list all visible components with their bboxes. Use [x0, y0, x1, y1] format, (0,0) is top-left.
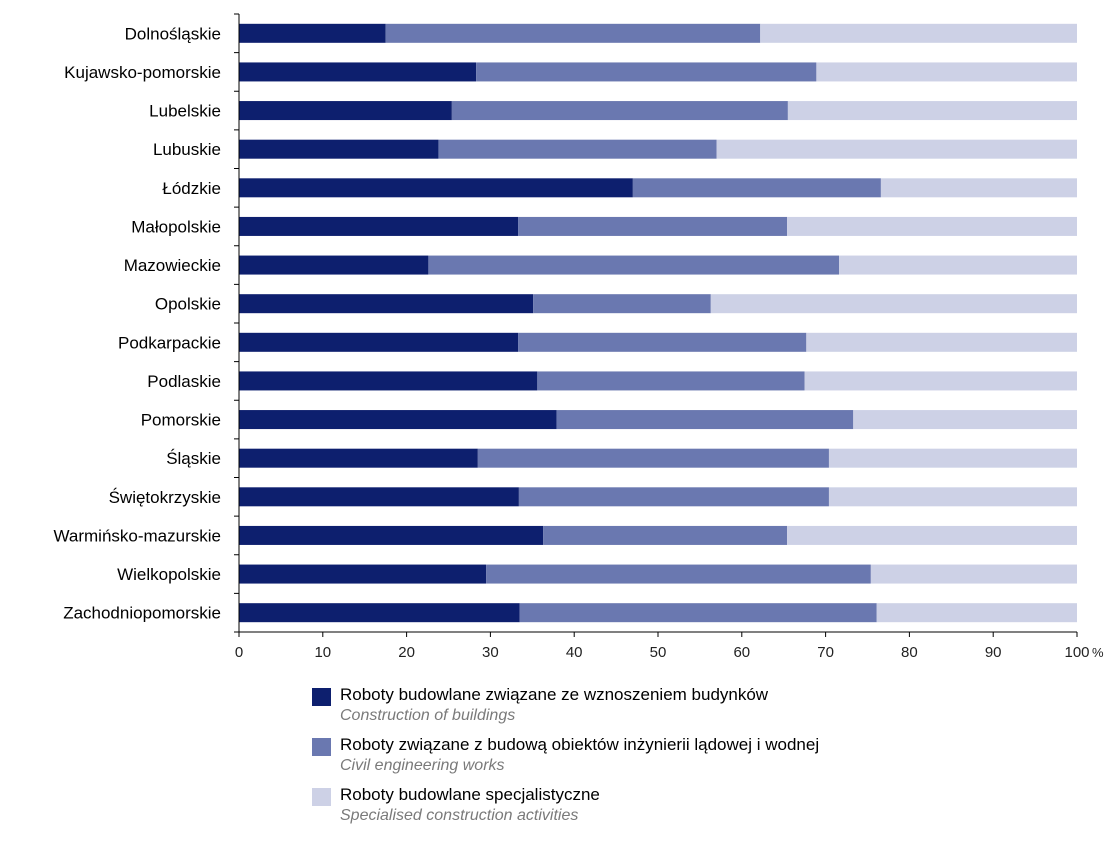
x-tick-label: 80: [901, 644, 918, 661]
bar-segment-series-1: [239, 140, 438, 159]
x-tick-label: 60: [733, 644, 750, 661]
bar-segment-series-1: [239, 603, 520, 622]
bar-segment-series-3: [788, 101, 1077, 120]
bar-segment-series-1: [239, 294, 533, 313]
bar-segment-series-1: [239, 526, 543, 545]
x-axis-unit-label: %: [1092, 645, 1104, 660]
x-tick-label: 70: [817, 644, 834, 661]
bar-segment-series-2: [533, 294, 711, 313]
bar-segment-series-3: [839, 256, 1077, 275]
bar-segment-series-1: [239, 256, 428, 275]
x-tick-label: 40: [566, 644, 583, 661]
bar-segment-series-2: [537, 371, 804, 390]
legend-swatch-medium-blue: [312, 738, 331, 756]
legend: Roboty budowlane związane ze wznoszeniem…: [312, 684, 1032, 834]
bar-segment-series-1: [239, 565, 486, 584]
bar-segment-series-3: [760, 24, 1077, 43]
legend-item-specialised-construction: Roboty budowlane specjalistyczne Special…: [312, 784, 1032, 834]
bar-segment-series-2: [476, 62, 816, 81]
bars-group: [239, 24, 1077, 622]
x-tick-label: 50: [650, 644, 667, 661]
bar-segment-series-1: [239, 101, 452, 120]
category-label: Kujawsko-pomorskie: [64, 63, 221, 82]
bar-segment-series-1: [239, 178, 633, 197]
category-label: Łódzkie: [162, 179, 221, 198]
bar-segment-series-2: [486, 565, 871, 584]
category-label: Warmińsko-mazurskie: [53, 526, 221, 545]
legend-swatch-dark-blue: [312, 688, 331, 706]
legend-label-en: Specialised construction activities: [340, 806, 1032, 826]
bar-segment-series-1: [239, 449, 478, 468]
bar-segment-series-1: [239, 62, 476, 81]
category-label: Podlaskie: [147, 372, 221, 391]
bar-segment-series-3: [877, 603, 1077, 622]
bar-segment-series-1: [239, 333, 518, 352]
legend-item-construction-of-buildings: Roboty budowlane związane ze wznoszeniem…: [312, 684, 1032, 734]
bar-segment-series-3: [787, 217, 1077, 236]
x-tick-label: 90: [985, 644, 1002, 661]
legend-swatch-light-blue: [312, 788, 331, 806]
category-label: Zachodniopomorskie: [63, 604, 221, 623]
bar-segment-series-2: [519, 487, 829, 506]
bar-segment-series-3: [829, 487, 1077, 506]
bar-segment-series-2: [518, 333, 806, 352]
x-tick-label: 20: [398, 644, 415, 661]
category-label: Podkarpackie: [118, 333, 221, 352]
bar-segment-series-3: [805, 371, 1077, 390]
category-label: Mazowieckie: [124, 256, 221, 275]
bar-segment-series-3: [816, 62, 1077, 81]
category-label: Lubuskie: [153, 140, 221, 159]
x-tick-label: 10: [314, 644, 331, 661]
bar-segment-series-1: [239, 371, 537, 390]
bar-segment-series-3: [787, 526, 1077, 545]
bar-segment-series-3: [806, 333, 1077, 352]
category-label: Świętokrzyskie: [109, 488, 221, 507]
legend-label-pl: Roboty budowlane związane ze wznoszeniem…: [340, 684, 1032, 706]
bar-segment-series-3: [853, 410, 1077, 429]
legend-label-pl: Roboty związane z budową obiektów inżyni…: [340, 734, 1032, 756]
bar-segment-series-2: [478, 449, 829, 468]
category-label: Pomorskie: [141, 411, 221, 430]
bar-segment-series-3: [717, 140, 1077, 159]
x-tick-label: 30: [482, 644, 499, 661]
bar-segment-series-1: [239, 217, 518, 236]
bar-segment-series-2: [518, 217, 787, 236]
legend-label-en: Construction of buildings: [340, 706, 1032, 726]
bar-segment-series-1: [239, 487, 519, 506]
bar-segment-series-2: [633, 178, 881, 197]
bar-segment-series-3: [871, 565, 1077, 584]
bar-segment-series-2: [428, 256, 839, 275]
bar-segment-series-3: [829, 449, 1077, 468]
legend-item-civil-engineering: Roboty związane z budową obiektów inżyni…: [312, 734, 1032, 784]
bar-segment-series-2: [386, 24, 761, 43]
stacked-bar-chart: Dolnośląskie Kujawsko-pomorskie Lubelskie L…: [0, 0, 1109, 680]
category-label: Wielkopolskie: [117, 565, 221, 584]
bar-segment-series-3: [711, 294, 1077, 313]
category-label: Lubelskie: [149, 102, 221, 121]
bar-segment-series-3: [881, 178, 1077, 197]
category-labels: Dolnośląskie Kujawsko-pomorskie Lubelskie L…: [53, 24, 221, 622]
bar-segment-series-2: [557, 410, 854, 429]
bar-segment-series-1: [239, 410, 557, 429]
category-label: Śląskie: [166, 449, 221, 468]
category-label: Małopolskie: [131, 217, 221, 236]
bar-segment-series-2: [520, 603, 877, 622]
bar-segment-series-2: [452, 101, 788, 120]
category-label: Opolskie: [155, 295, 221, 314]
category-label: Dolnośląskie: [125, 24, 221, 43]
bar-segment-series-2: [438, 140, 716, 159]
bar-segment-series-2: [543, 526, 787, 545]
x-tick-label: 0: [235, 644, 243, 661]
legend-label-pl: Roboty budowlane specjalistyczne: [340, 784, 1032, 806]
x-tick-label: 100: [1064, 644, 1089, 661]
legend-label-en: Civil engineering works: [340, 756, 1032, 776]
bar-segment-series-1: [239, 24, 386, 43]
